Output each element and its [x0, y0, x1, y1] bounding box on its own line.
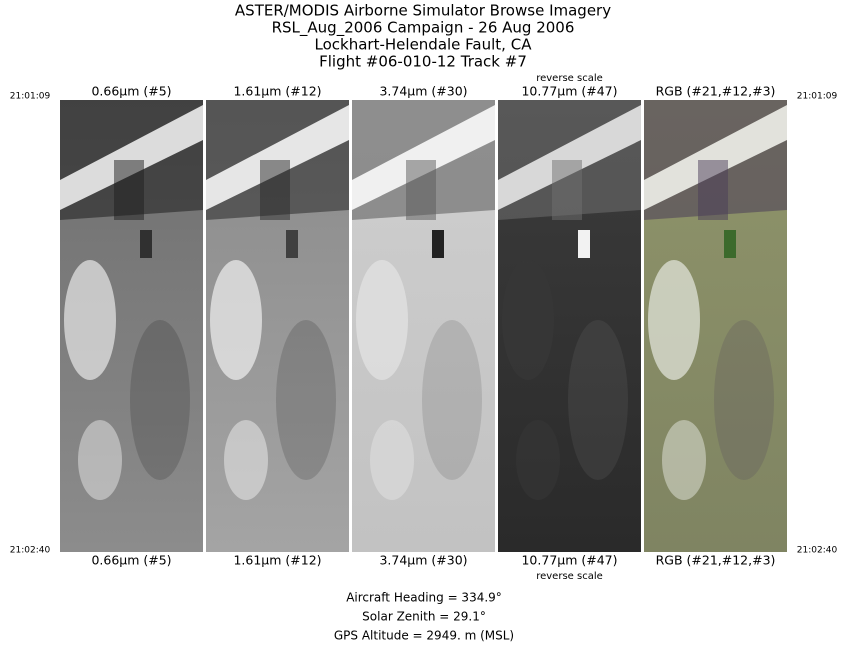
field — [578, 230, 590, 258]
title-line: RSL_Aug_2006 Campaign - 26 Aug 2006 — [272, 19, 575, 38]
image-panel — [206, 100, 349, 552]
panel-bottom-label: 3.74µm (#30) — [379, 553, 467, 568]
bright-patch — [356, 260, 408, 380]
bright-patch — [502, 260, 554, 380]
end-time: 21:02:40 — [10, 546, 51, 556]
panel-bottom-label: 0.66µm (#5) — [91, 553, 171, 568]
bright-patch — [210, 260, 262, 380]
field — [140, 230, 152, 258]
field — [698, 160, 728, 220]
bright-patch — [662, 420, 706, 500]
field — [724, 230, 736, 258]
dark-patch — [568, 320, 628, 480]
panel-note: reverse scale — [536, 571, 603, 582]
panel-top-label: 3.74µm (#30) — [379, 84, 467, 99]
bright-patch — [370, 420, 414, 500]
panel-bottom-label: 10.77µm (#47) — [521, 553, 617, 568]
title-line: Flight #06-010-12 Track #7 — [319, 53, 527, 71]
bright-patch — [516, 420, 560, 500]
field — [114, 160, 144, 220]
field — [286, 230, 298, 258]
panel-top-label: 0.66µm (#5) — [91, 84, 171, 99]
image-panel — [498, 100, 641, 552]
footer-line: Solar Zenith = 29.1° — [362, 610, 486, 624]
bright-patch — [224, 420, 268, 500]
start-time: 21:01:09 — [10, 92, 51, 102]
panel-bottom-label: 1.61µm (#12) — [233, 553, 321, 568]
panel-top-label: 10.77µm (#47) — [521, 84, 617, 99]
end-time: 21:02:40 — [797, 546, 838, 556]
riverbed — [644, 105, 787, 210]
bright-patch — [78, 420, 122, 500]
bright-patch — [648, 260, 700, 380]
riverbed — [352, 105, 495, 210]
panel-top-label: 1.61µm (#12) — [233, 84, 321, 99]
riverbed — [206, 105, 349, 210]
start-time: 21:01:09 — [797, 92, 838, 102]
title-line: Lockhart-Helendale Fault, CA — [315, 36, 533, 54]
riverbed — [498, 105, 641, 210]
dark-patch — [130, 320, 190, 480]
field — [406, 160, 436, 220]
dark-patch — [422, 320, 482, 480]
footer-line: Aircraft Heading = 334.9° — [346, 591, 502, 605]
field — [552, 160, 582, 220]
dark-patch — [714, 320, 774, 480]
image-panel — [352, 100, 495, 552]
dark-patch — [276, 320, 336, 480]
panel-bottom-label: RGB (#21,#12,#3) — [656, 553, 776, 568]
panel-note: reverse scale — [536, 73, 603, 84]
field — [260, 160, 290, 220]
field — [432, 230, 444, 258]
image-panel — [644, 100, 787, 552]
title-line: ASTER/MODIS Airborne Simulator Browse Im… — [235, 2, 611, 20]
image-panel — [60, 100, 203, 552]
footer-line: GPS Altitude = 2949. m (MSL) — [334, 629, 514, 643]
bright-patch — [64, 260, 116, 380]
riverbed — [60, 105, 203, 210]
panel-top-label: RGB (#21,#12,#3) — [656, 84, 776, 99]
